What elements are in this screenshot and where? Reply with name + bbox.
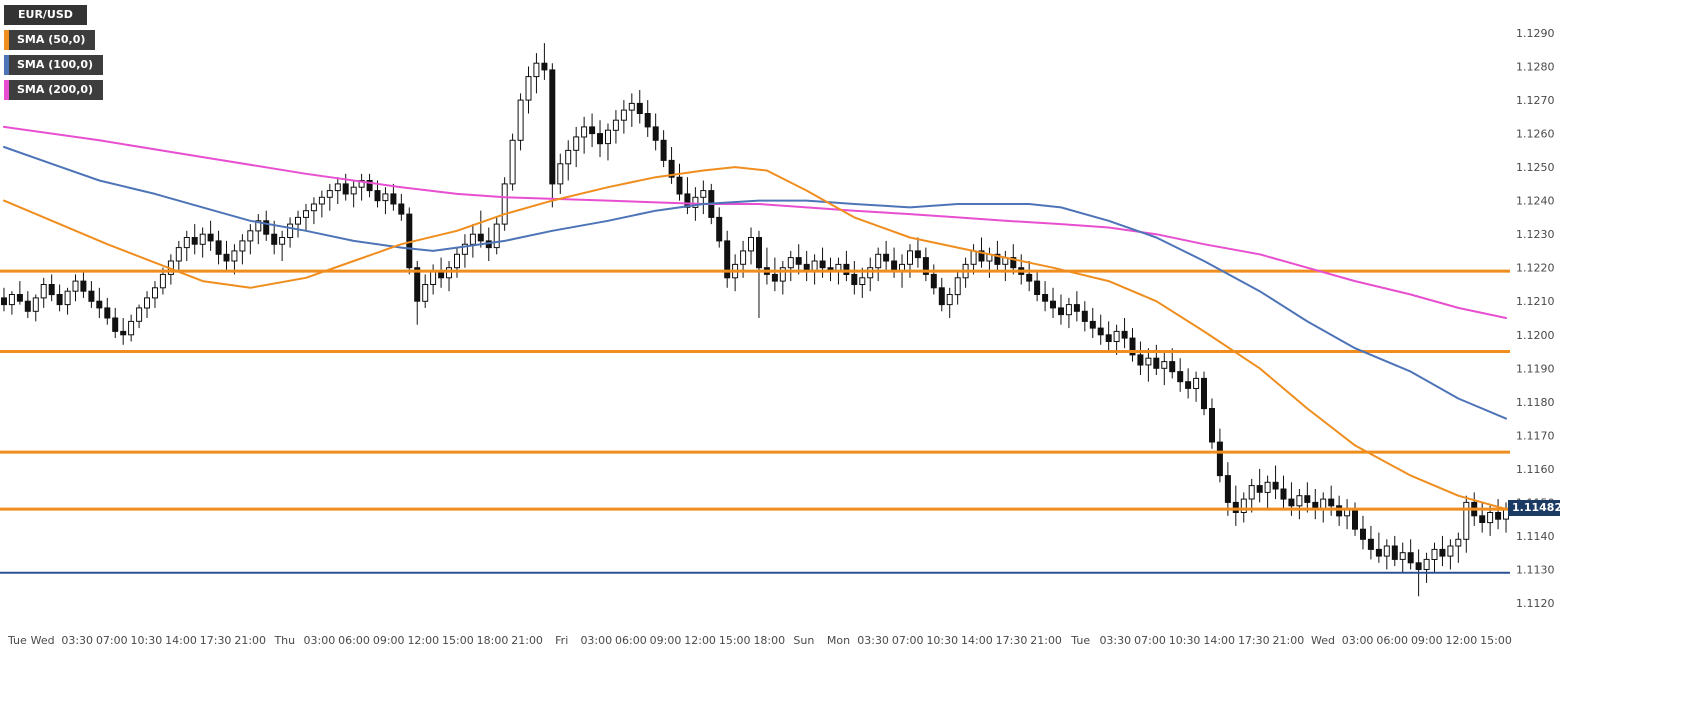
sma100-label: SMA (100,0)	[17, 58, 94, 71]
time-tick-label: 18:00	[477, 634, 509, 647]
price-tick-label: 1.1210	[1516, 295, 1555, 308]
time-tick-label: Mon	[827, 634, 850, 647]
sma200-label: SMA (200,0)	[17, 83, 94, 96]
time-tick-label: 03:00	[1342, 634, 1374, 647]
price-tick-label: 1.1120	[1516, 597, 1555, 610]
time-tick-label: 03:30	[61, 634, 93, 647]
price-tick-label: 1.1160	[1516, 463, 1555, 476]
time-tick-label: 14:00	[165, 634, 197, 647]
sma100-color-swatch	[4, 55, 9, 75]
time-tick-label: 18:00	[753, 634, 785, 647]
time-tick-label: 10:30	[131, 634, 163, 647]
candles-layer	[1, 43, 1509, 597]
sma200-color-swatch	[4, 80, 9, 100]
price-tick-label: 1.1240	[1516, 195, 1555, 208]
sma50-label: SMA (50,0)	[17, 33, 86, 46]
time-tick-label: Wed	[31, 634, 55, 647]
time-tick-label: 21:00	[511, 634, 543, 647]
time-tick-label: 06:00	[615, 634, 647, 647]
price-axis: 1.1290 1.1280 1.1270 1.1260 1.1250 1.1240 1.12…	[1516, 27, 1555, 610]
time-tick-label: 10:30	[1169, 634, 1201, 647]
time-tick-label: 14:00	[961, 634, 993, 647]
price-tick-label: 1.1190	[1516, 362, 1555, 375]
price-tick-label: 1.1170	[1516, 429, 1555, 442]
time-tick-label: 15:00	[442, 634, 474, 647]
time-tick-label: 15:00	[719, 634, 751, 647]
time-tick-label: 21:00	[1030, 634, 1062, 647]
time-tick-label: Tue	[1070, 634, 1090, 647]
price-tick-label: 1.1270	[1516, 94, 1555, 107]
time-tick-label: 03:30	[1099, 634, 1131, 647]
time-tick-label: 07:00	[96, 634, 128, 647]
time-tick-label: 03:00	[580, 634, 612, 647]
price-tick-label: 1.1290	[1516, 27, 1555, 40]
instrument-label: EUR/USD	[18, 8, 73, 21]
time-tick-label: 03:30	[857, 634, 889, 647]
time-tick-label: Wed	[1311, 634, 1335, 647]
time-tick-label: 09:00	[1411, 634, 1443, 647]
price-tick-label: 1.1230	[1516, 228, 1555, 241]
time-tick-label: 03:00	[304, 634, 336, 647]
price-tick-label: 1.1200	[1516, 329, 1555, 342]
time-tick-label: 17:30	[1238, 634, 1270, 647]
price-tick-label: 1.1140	[1516, 530, 1555, 543]
time-tick-label: 21:00	[234, 634, 266, 647]
last-price-badge: 1.11482	[1508, 500, 1562, 516]
price-tick-label: 1.1260	[1516, 128, 1555, 141]
instrument-badge[interactable]: EUR/USD	[4, 5, 87, 25]
time-tick-label: 06:00	[338, 634, 370, 647]
time-tick-label: 07:00	[1134, 634, 1166, 647]
time-tick-label: Tue	[7, 634, 27, 647]
price-tick-label: 1.1130	[1516, 564, 1555, 577]
chart-legend: EUR/USD SMA (50,0) SMA (100,0) SMA (200,…	[4, 5, 104, 105]
legend-item-sma50[interactable]: SMA (50,0)	[4, 30, 96, 50]
sma50-line[interactable]	[3, 166, 1507, 511]
time-axis: Tue Wed 03:30 07:00 10:30 14:00 17:30 21:00 Thu 0…	[7, 634, 1512, 647]
time-tick-label: 12:00	[684, 634, 716, 647]
sma50-color-swatch	[4, 30, 9, 50]
horizontal-levels-layer	[0, 269, 1510, 574]
time-tick-label: Thu	[273, 634, 295, 647]
time-tick-label: 21:00	[1273, 634, 1305, 647]
time-tick-label: 09:00	[650, 634, 682, 647]
time-tick-label: 17:30	[200, 634, 232, 647]
legend-item-sma100[interactable]: SMA (100,0)	[4, 55, 104, 75]
price-tick-label: 1.1220	[1516, 262, 1555, 275]
time-tick-label: 15:00	[1480, 634, 1512, 647]
time-tick-label: 10:30	[926, 634, 958, 647]
legend-item-sma200[interactable]: SMA (200,0)	[4, 80, 104, 100]
price-tick-label: 1.1180	[1516, 396, 1555, 409]
time-tick-label: 17:30	[996, 634, 1028, 647]
time-tick-label: Sun	[793, 634, 814, 647]
time-tick-label: 09:00	[373, 634, 405, 647]
time-tick-label: 12:00	[1446, 634, 1478, 647]
sma200-line[interactable]	[3, 125, 1507, 319]
time-tick-label: 06:00	[1376, 634, 1408, 647]
time-tick-label: 07:00	[892, 634, 924, 647]
price-tick-label: 1.1280	[1516, 61, 1555, 74]
time-tick-label: 12:00	[407, 634, 439, 647]
time-tick-label: 14:00	[1203, 634, 1235, 647]
time-tick-label: Fri	[555, 634, 568, 647]
price-tick-label: 1.1250	[1516, 161, 1555, 174]
sma100-line[interactable]	[3, 146, 1507, 420]
